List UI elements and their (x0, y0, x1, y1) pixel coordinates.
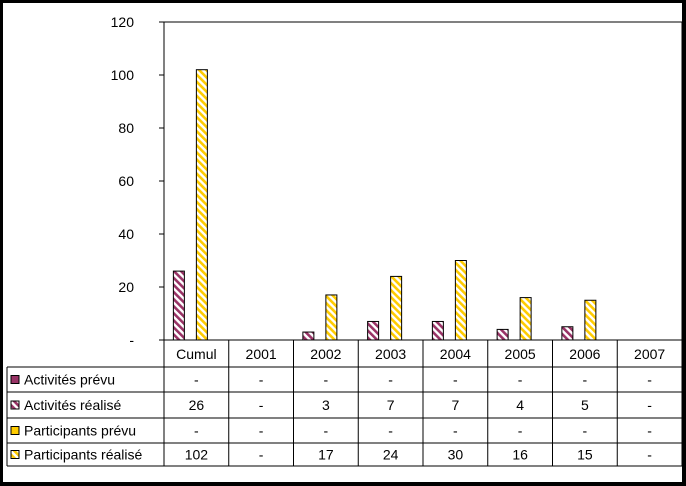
category-label-2002: 2002 (310, 346, 341, 362)
legend-key-2 (10, 426, 20, 435)
table-cell-1-Cumul: 26 (189, 397, 205, 413)
bar-3-2003 (390, 275, 403, 341)
category-label-Cumul: Cumul (176, 346, 216, 362)
table-cell-0-2003: - (388, 372, 393, 388)
legend-label-0: Activités prévu (24, 372, 115, 388)
bar-3-Cumul (195, 69, 208, 341)
legend-label-1: Activités réalisé (24, 397, 121, 413)
bar-1-2004 (431, 320, 444, 341)
table-cell-2-Cumul: - (194, 423, 199, 439)
y-tick-label-40: 40 (118, 226, 134, 242)
legend-key-3 (10, 450, 20, 459)
table-cell-1-2002: 3 (322, 397, 330, 413)
bar-chart: - 20 40 60 80 100 120 Cumul 2001 2002 2003 2004 200… (6, 14, 682, 467)
category-label-2006: 2006 (569, 346, 600, 362)
y-tick-label-0: - (129, 332, 134, 348)
table-cell-0-2005: - (518, 372, 523, 388)
bar-3-2005 (519, 297, 532, 341)
legend-key-1 (10, 400, 20, 410)
bar-1-2002 (302, 331, 315, 341)
bar-1-2005 (496, 328, 509, 341)
category-label-2007: 2007 (634, 346, 665, 362)
table-cell-2-2006: - (583, 423, 588, 439)
table-cell-0-2004: - (453, 372, 458, 388)
table-cell-1-2006: 5 (581, 397, 589, 413)
table-cell-3-2006: 15 (577, 447, 593, 463)
table-cell-0-Cumul: - (194, 372, 199, 388)
table-cell-1-2004: 7 (451, 397, 459, 413)
category-label-2003: 2003 (375, 346, 406, 362)
table-cell-2-2004: - (453, 423, 458, 439)
table-cell-0-2007: - (647, 372, 652, 388)
table-cell-2-2007: - (647, 423, 652, 439)
legend-label-3: Participants réalisé (24, 447, 142, 463)
y-tick-label-60: 60 (118, 173, 134, 189)
table-cell-2-2002: - (324, 423, 329, 439)
table-cell-0-2006: - (583, 372, 588, 388)
bar-1-2006 (561, 326, 574, 341)
table-cell-1-2007: - (647, 397, 652, 413)
table-cell-3-2004: 30 (448, 447, 464, 463)
table-cell-2-2005: - (518, 423, 523, 439)
y-tick-label-100: 100 (111, 67, 135, 83)
table-cell-3-2001: - (259, 447, 264, 463)
table-cell-3-Cumul: 102 (185, 447, 209, 463)
y-tick-label-80: 80 (118, 120, 134, 136)
table-cell-0-2002: - (324, 372, 329, 388)
bar-3-2002 (325, 294, 338, 341)
y-tick-label-120: 120 (111, 14, 135, 30)
table-cell-1-2003: 7 (387, 397, 395, 413)
y-tick-label-20: 20 (118, 279, 134, 295)
table-cell-2-2003: - (388, 423, 393, 439)
category-label-2004: 2004 (440, 346, 471, 362)
table-cell-0-2001: - (259, 372, 264, 388)
legend-label-2: Participants prévu (24, 423, 136, 439)
table-cell-3-2007: - (647, 447, 652, 463)
table-cell-3-2002: 17 (318, 447, 334, 463)
category-label-2005: 2005 (505, 346, 536, 362)
category-label-2001: 2001 (246, 346, 277, 362)
bar-1-2003 (367, 320, 380, 341)
table-cell-3-2003: 24 (383, 447, 399, 463)
table-cell-2-2001: - (259, 423, 264, 439)
table-cell-1-2005: 4 (516, 397, 524, 413)
table-cell-3-2005: 16 (512, 447, 528, 463)
legend-key-0 (10, 375, 20, 384)
bar-3-2004 (454, 260, 467, 341)
bar-3-2006 (584, 299, 597, 341)
bar-1-Cumul (172, 270, 185, 341)
table-cell-1-2001: - (259, 397, 264, 413)
